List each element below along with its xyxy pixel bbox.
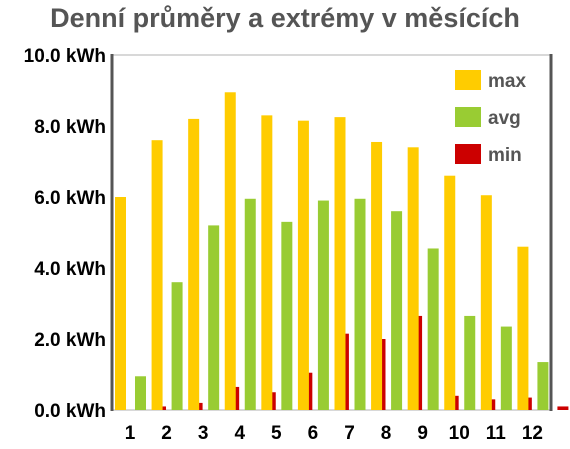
y-tick-label: 8.0 kWh: [34, 117, 106, 138]
bar-avg-2: [171, 282, 183, 410]
x-axis-ticks: 1 2 3 4 5 6 7 8 9 10 11 12: [125, 423, 543, 444]
legend-label-min: min: [488, 145, 522, 166]
legend-label-avg: avg: [488, 108, 521, 129]
legend: max avg min: [455, 70, 526, 166]
bar-max-2: [151, 140, 163, 410]
bar-avg-11: [500, 326, 512, 410]
legend-label-max: max: [488, 71, 526, 92]
x-tick-label: 5: [271, 423, 282, 444]
bar-max-7: [334, 117, 346, 410]
bar-max-12: [517, 246, 529, 410]
chart-title: Denní průměry a extrémy v měsících: [50, 3, 520, 33]
y-tick-label: 6.0 kWh: [34, 188, 106, 209]
x-tick-label: 10: [449, 423, 470, 444]
x-tick-label: 12: [522, 423, 543, 444]
bar-avg-9: [427, 248, 439, 410]
bar-avg-4: [244, 198, 256, 410]
x-tick-label: 9: [417, 423, 428, 444]
y-axis-ticks: 0.0 kWh 2.0 kWh 4.0 kWh 6.0 kWh 8.0 kWh 10.0 …: [24, 46, 106, 422]
bar-max-8: [371, 141, 383, 410]
bar-max-9: [407, 147, 419, 411]
y-tick-label: 0.0 kWh: [34, 401, 106, 422]
x-tick-label: 4: [234, 423, 245, 444]
bar-max-4: [224, 92, 236, 411]
bar-avg-10: [464, 315, 476, 410]
x-tick-label: 7: [344, 423, 355, 444]
x-tick-label: 11: [486, 423, 507, 444]
bar-avg-3: [208, 225, 220, 410]
bar-max-10: [444, 175, 456, 410]
x-tick-label: 8: [381, 423, 392, 444]
legend-swatch-avg: [455, 107, 481, 127]
bars: [115, 92, 569, 411]
bar-avg-1: [135, 376, 146, 410]
y-tick-label: 10.0 kWh: [24, 46, 106, 67]
x-tick-label: 1: [125, 423, 136, 444]
legend-swatch-max: [455, 70, 481, 90]
x-tick-label: 2: [161, 423, 172, 444]
legend-swatch-min: [455, 144, 481, 164]
bar-max-5: [261, 115, 273, 410]
bar-avg-5: [281, 221, 293, 410]
bar-avg-12: [537, 362, 549, 410]
bar-max-1: [115, 197, 126, 410]
bar-avg-7: [354, 198, 366, 410]
y-tick-label: 2.0 kWh: [34, 330, 106, 351]
x-tick-label: 6: [308, 423, 319, 444]
bar-max-3: [188, 118, 200, 411]
plot-frame: [110, 54, 553, 411]
y-tick-label: 4.0 kWh: [34, 259, 106, 280]
bar-avg-6: [317, 200, 329, 410]
bar-avg-8: [391, 211, 403, 410]
bar-max-6: [297, 120, 309, 411]
bar-max-11: [480, 195, 492, 410]
x-tick-label: 3: [198, 423, 209, 444]
bar-min-12: [557, 406, 569, 410]
